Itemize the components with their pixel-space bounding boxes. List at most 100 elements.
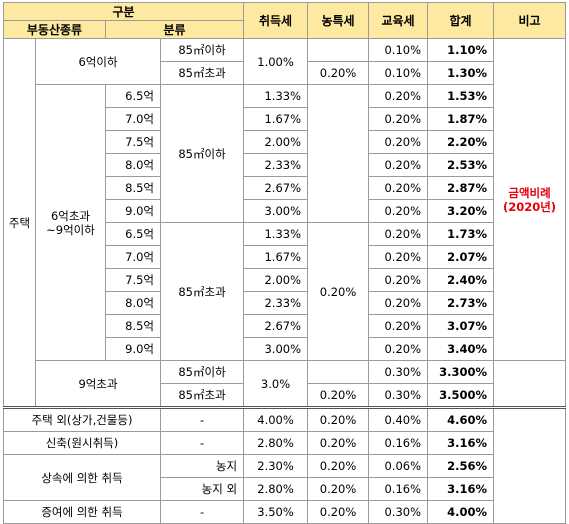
edu-rate: 0.20% [368, 176, 429, 200]
price: 9.0억 [105, 337, 161, 361]
table-row: 8.5억 2.67% 0.20% 3.07% [4, 314, 566, 338]
price: 7.5억 [105, 268, 161, 292]
mid-label-line1: 6억초과 [50, 208, 91, 223]
acq-rate: 2.67% [243, 176, 309, 200]
class-value: - [159, 500, 245, 524]
edu-rate: 0.30% [368, 383, 429, 408]
price: 6.5억 [105, 84, 161, 108]
edu-rate: 0.20% [368, 107, 429, 131]
total-rate: 2.56% [427, 454, 495, 478]
class-value: 농지 [159, 454, 245, 478]
rural-rate-empty [307, 360, 370, 384]
edu-rate: 0.16% [368, 431, 429, 455]
edu-rate: 0.20% [368, 84, 429, 108]
table-row: 9억초과 85㎡이하 3.0% 0.30% 3.300% [4, 360, 567, 408]
price: 6.5억 [105, 222, 161, 246]
remarks-empty [493, 360, 567, 408]
total-rate: 1.87% [427, 107, 495, 131]
edu-rate: 0.10% [368, 38, 429, 62]
class-value: - [159, 406, 245, 432]
price: 8.0억 [105, 153, 161, 177]
header-education-tax: 교육세 [368, 2, 429, 39]
total-rate: 3.300% [427, 360, 495, 384]
header-gubun: 구분 [2, 2, 245, 21]
acq-rate: 2.67% [243, 314, 309, 338]
area-class: 85㎡초과 [159, 61, 245, 85]
table-row: 7.0억 1.67% 0.20% 2.07% [4, 245, 566, 269]
edu-rate: 0.30% [368, 500, 429, 524]
total-rate: 2.40% [427, 268, 495, 292]
edu-rate: 0.20% [368, 291, 429, 315]
acq-rate: 1.00% [243, 38, 309, 85]
under6-label: 6억이하 [35, 38, 161, 85]
acq-rate: 1.33% [243, 84, 309, 108]
edu-rate: 0.10% [368, 61, 429, 85]
total-rate: 2.53% [427, 153, 495, 177]
total-rate: 1.30% [427, 61, 495, 85]
acq-rate: 3.0% [243, 360, 309, 408]
header-total: 합계 [427, 2, 495, 39]
edu-rate: 0.16% [368, 477, 429, 501]
area-class: 85㎡이하 [159, 360, 245, 384]
header-rural-tax: 농특세 [307, 2, 370, 39]
total-rate: 2.07% [427, 245, 495, 269]
total-rate: 4.60% [427, 406, 495, 432]
table-row: 85㎡초과 0.20% 0.30% 3.500% [4, 383, 566, 408]
acq-rate: 1.67% [243, 245, 309, 269]
remarks-note: 금액비례 (2020년) [493, 38, 567, 361]
table-row: 증여에 의한 취득 - 3.50% 0.20% 0.30% 4.00% [3, 500, 566, 524]
table-row: 상속에 의한 취득 농지 2.30% 0.20% 0.06% 2.56% [3, 454, 566, 501]
total-rate: 3.16% [427, 431, 495, 455]
table-row: 6억초과 ~9억이하 6.5억 85㎡이하 1.33% 0.20% 1.53% [4, 84, 566, 361]
edu-rate: 0.20% [368, 222, 429, 246]
table-row: 7.5억 2.00% 0.20% 2.20% [4, 130, 566, 154]
total-rate: 3.500% [427, 383, 495, 408]
area-class: 85㎡초과 [159, 222, 245, 361]
price: 7.0억 [105, 107, 161, 131]
rural-rate: 0.20% [307, 222, 370, 361]
header-property-type: 부동산종류 [3, 20, 106, 39]
price: 7.5억 [105, 130, 161, 154]
rural-rate: 0.20% [307, 477, 370, 501]
total-rate: 2.87% [427, 176, 495, 200]
table-row: 8.0억 2.33% 0.20% 2.53% [4, 153, 566, 177]
table-row: 신축(원시취득) - 2.80% 0.20% 0.16% 3.16% [3, 431, 566, 455]
table-row: 85㎡초과 0.20% 0.10% 1.30% [4, 61, 566, 85]
acq-rate: 2.30% [243, 454, 309, 478]
edu-rate: 0.20% [368, 245, 429, 269]
total-rate: 3.07% [427, 314, 495, 338]
area-class: 85㎡초과 [159, 383, 245, 408]
mid-label: 6억초과 ~9억이하 [35, 84, 106, 361]
table-row: 주택 외(상가,건물등) - 4.00% 0.20% 0.40% 4.60% [3, 406, 567, 524]
price: 9.0억 [105, 199, 161, 223]
acq-rate: 2.00% [243, 268, 309, 292]
category-label: 상속에 의한 취득 [3, 454, 161, 501]
remarks-empty [493, 406, 567, 524]
acq-rate: 3.50% [243, 500, 309, 524]
rural-rate: 0.20% [307, 454, 370, 478]
edu-rate: 0.40% [368, 406, 429, 432]
edu-rate: 0.20% [368, 337, 429, 361]
area-class: 85㎡이하 [159, 38, 245, 62]
total-rate: 3.40% [427, 337, 495, 361]
total-rate: 3.20% [427, 199, 495, 223]
header-acquisition-tax: 취득세 [243, 2, 309, 39]
area-class: 85㎡이하 [159, 84, 245, 223]
over9-label: 9억초과 [35, 360, 161, 408]
acq-rate: 1.67% [243, 107, 309, 131]
acq-rate: 1.33% [243, 222, 309, 246]
total-rate: 1.53% [427, 84, 495, 108]
rural-rate: 0.20% [307, 406, 370, 432]
category-label: 증여에 의한 취득 [3, 500, 161, 524]
edu-rate: 0.20% [368, 153, 429, 177]
acq-rate: 2.33% [243, 153, 309, 177]
remarks-line1: 금액비례 [508, 185, 551, 200]
table-row: 8.5억 2.67% 0.20% 2.87% [4, 176, 566, 200]
total-rate: 2.20% [427, 130, 495, 154]
total-rate: 4.00% [427, 500, 495, 524]
category-label: 신축(원시취득) [3, 431, 161, 455]
rural-rate-empty [307, 84, 370, 223]
table-row: 9.0억 3.00% 0.20% 3.20% [4, 199, 566, 223]
acq-rate: 4.00% [243, 406, 309, 432]
